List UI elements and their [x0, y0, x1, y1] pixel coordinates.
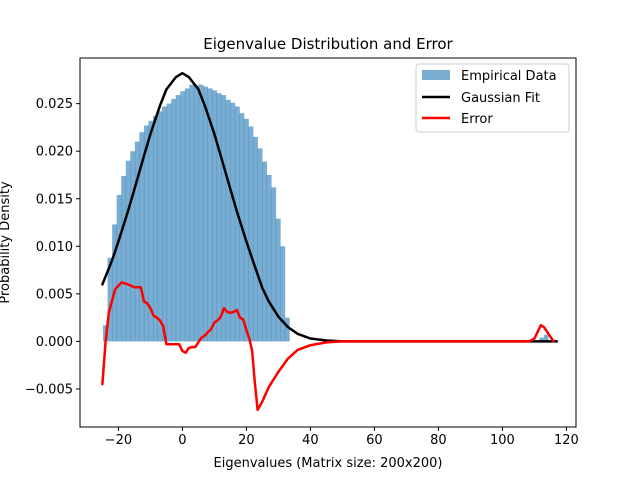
- histogram-bar: [225, 99, 231, 342]
- x-tick-label: 120: [554, 433, 579, 448]
- legend-label-empirical-data: Empirical Data: [461, 69, 557, 84]
- histogram-bar: [203, 86, 208, 342]
- y-axis-title: Probability Density: [0, 181, 13, 304]
- histogram-bar: [148, 120, 154, 342]
- x-axis-ticks: −20 0 20 40 60 80 100 120: [105, 427, 579, 448]
- histogram-bar: [189, 84, 195, 342]
- legend-label-gaussian-fit: Gaussian Fit: [461, 91, 540, 106]
- histogram-bar: [112, 224, 118, 342]
- histogram-bar-outlier: [539, 337, 545, 342]
- x-tick-label: 100: [490, 433, 515, 448]
- histogram-bar: [284, 317, 290, 342]
- histogram-bar: [216, 93, 222, 342]
- histogram-bar: [180, 91, 186, 342]
- plot-area-frame: [79, 57, 577, 428]
- x-axis-title: Eigenvalues (Matrix size: 200x200): [214, 456, 443, 471]
- histogram-bar: [262, 161, 268, 342]
- histogram-bar: [257, 148, 263, 342]
- chart-title: Eigenvalue Distribution and Error: [203, 35, 453, 53]
- histogram-bar: [198, 84, 204, 342]
- legend-label-error: Error: [461, 112, 493, 127]
- x-tick-label: 20: [238, 433, 255, 448]
- y-tick-label: 0.000: [36, 335, 73, 350]
- y-tick-label: −0.005: [25, 382, 73, 397]
- y-tick-label: 0.025: [36, 97, 73, 112]
- x-tick-label: −20: [105, 433, 132, 448]
- histogram-bar: [134, 141, 140, 342]
- histogram-bar: [248, 126, 254, 342]
- histogram-bar: [266, 174, 272, 342]
- histogram-bar: [162, 106, 168, 342]
- histogram-bar: [125, 160, 131, 342]
- histogram-bar: [107, 257, 113, 342]
- histogram-bar: [193, 85, 199, 342]
- histogram-bar: [212, 90, 218, 342]
- legend-frame: [415, 63, 570, 133]
- legend: Empirical Data Gaussian Fit Error: [415, 63, 570, 133]
- histogram-bar: [221, 95, 227, 342]
- legend-swatch-empirical-data: [422, 70, 450, 80]
- histogram-bar: [275, 218, 281, 342]
- histogram-bar: [143, 125, 149, 342]
- histogram-bar: [271, 187, 277, 342]
- histogram-bar: [130, 151, 136, 342]
- histogram-bar: [121, 175, 127, 342]
- y-tick-label: 0.020: [36, 145, 73, 160]
- histogram-bar: [166, 103, 172, 342]
- y-tick-label: 0.010: [36, 240, 73, 255]
- histogram-bar: [175, 95, 181, 342]
- y-axis-ticks: −0.005 0.000 0.005 0.010 0.015 0.020 0.025: [25, 97, 80, 397]
- histogram-bar: [234, 106, 240, 342]
- x-tick-label: 80: [430, 433, 447, 448]
- x-tick-label: 0: [178, 433, 186, 448]
- histogram-bar: [157, 111, 163, 342]
- y-tick-label: 0.005: [36, 287, 73, 302]
- histogram-bar: [184, 88, 190, 342]
- y-tick-label: 0.015: [36, 192, 73, 207]
- histogram-bar: [230, 102, 236, 342]
- series-lines: [101, 71, 559, 412]
- x-tick-label: 60: [366, 433, 383, 448]
- x-tick-label: 40: [302, 433, 319, 448]
- histogram-bar-outlier: [544, 334, 549, 342]
- histogram-bar: [171, 98, 177, 342]
- histogram-bar: [207, 88, 213, 342]
- histogram-bar: [139, 132, 145, 342]
- histogram-bar: [243, 118, 249, 342]
- histogram-bar: [252, 136, 258, 342]
- histogram-bar: [153, 116, 158, 342]
- series-line-error: [101, 281, 555, 412]
- histogram-bar: [116, 194, 122, 342]
- histogram-bar: [280, 246, 286, 342]
